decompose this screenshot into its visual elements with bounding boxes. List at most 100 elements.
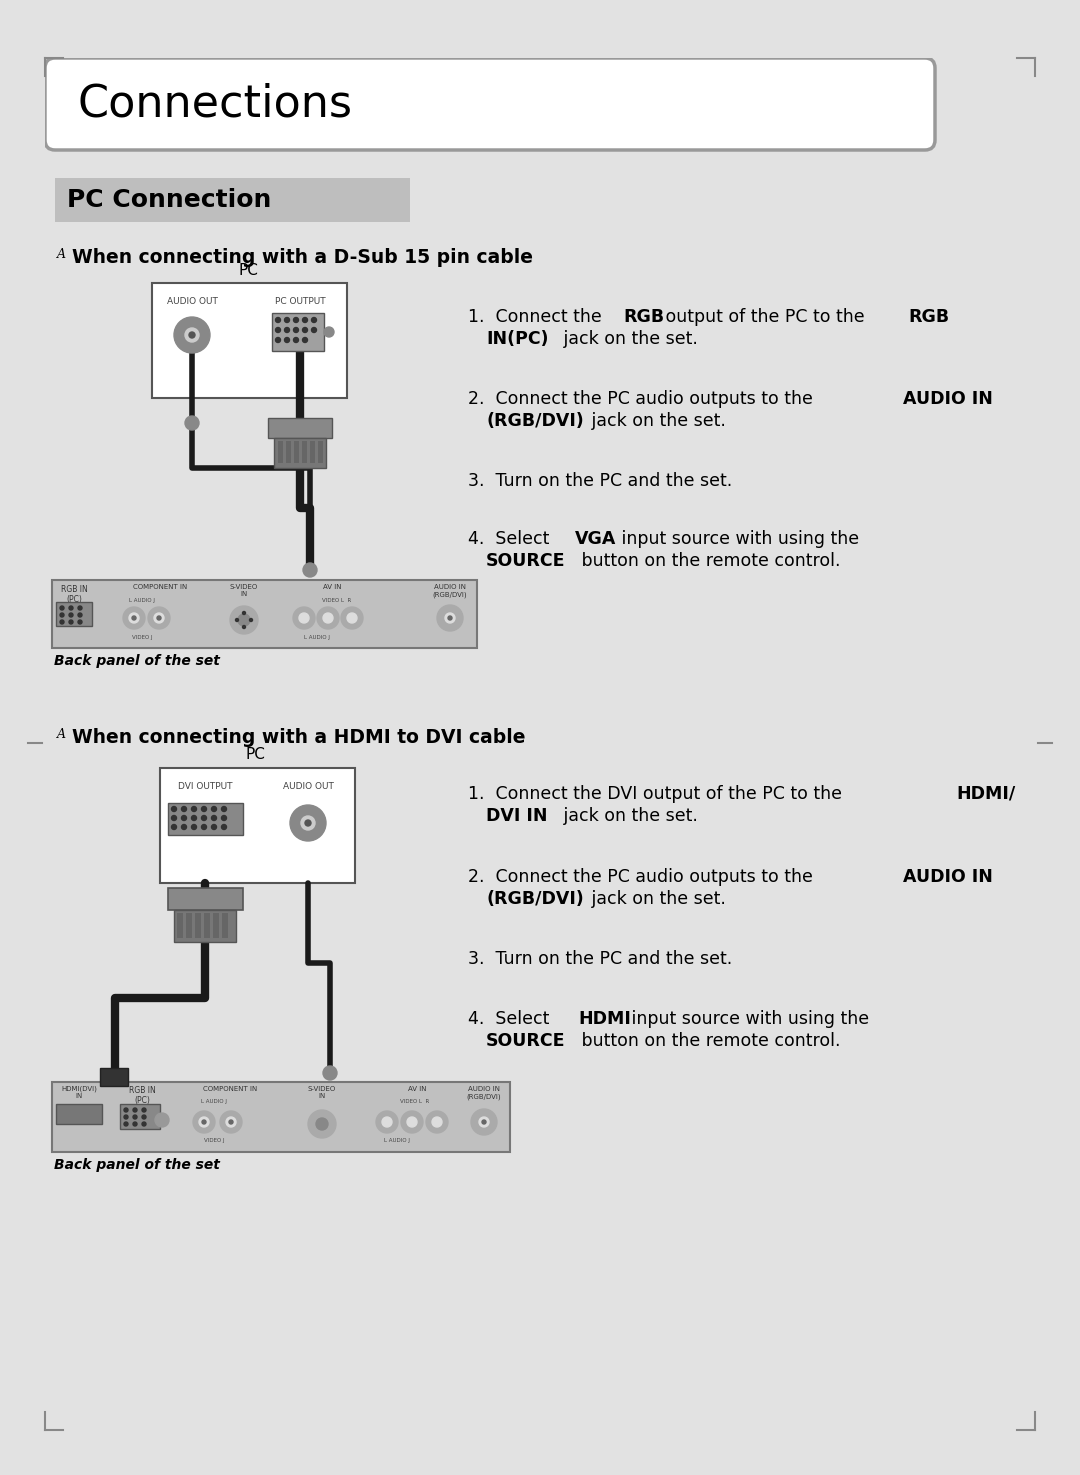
Circle shape: [437, 605, 463, 631]
Bar: [120, 1103, 160, 1128]
Bar: [278, 441, 283, 463]
Text: When connecting with a D-Sub 15 pin cable: When connecting with a D-Sub 15 pin cabl…: [72, 248, 534, 267]
Text: RGB IN
(PC): RGB IN (PC): [60, 586, 87, 605]
Circle shape: [284, 327, 289, 332]
Circle shape: [376, 1111, 399, 1133]
Text: Back panel of the set: Back panel of the set: [54, 653, 220, 668]
Circle shape: [133, 1108, 137, 1112]
Bar: [318, 441, 323, 463]
Circle shape: [124, 1122, 129, 1125]
Text: L AUDIO J: L AUDIO J: [201, 1099, 227, 1103]
Text: (RGB/DVI): (RGB/DVI): [486, 412, 584, 431]
Circle shape: [235, 618, 239, 621]
Circle shape: [221, 825, 227, 829]
Circle shape: [324, 327, 334, 336]
Text: AUDIO IN: AUDIO IN: [903, 867, 993, 886]
Circle shape: [199, 1117, 210, 1127]
Circle shape: [426, 1111, 448, 1133]
Text: 23: 23: [977, 1444, 1002, 1463]
Circle shape: [191, 816, 197, 820]
Circle shape: [480, 1117, 489, 1127]
Text: AUDIO OUT: AUDIO OUT: [283, 782, 334, 791]
Circle shape: [249, 618, 253, 621]
Circle shape: [243, 625, 245, 628]
Circle shape: [123, 608, 145, 628]
Text: 2.  Connect the PC audio outputs to the: 2. Connect the PC audio outputs to the: [468, 867, 819, 886]
Circle shape: [60, 606, 64, 611]
Text: COMPONENT IN: COMPONENT IN: [133, 584, 187, 590]
Bar: [310, 441, 315, 463]
Circle shape: [154, 614, 164, 622]
Bar: [274, 438, 326, 468]
Circle shape: [238, 614, 249, 625]
Text: 3.  Turn on the PC and the set.: 3. Turn on the PC and the set.: [468, 950, 732, 968]
Text: (RGB/DVI): (RGB/DVI): [486, 889, 584, 909]
Text: DVI IN: DVI IN: [486, 807, 548, 825]
Bar: [100, 1068, 129, 1086]
Circle shape: [316, 1118, 328, 1130]
Bar: [52, 580, 477, 648]
Circle shape: [212, 807, 216, 811]
Bar: [195, 913, 201, 938]
Text: L AUDIO J: L AUDIO J: [303, 636, 330, 640]
Circle shape: [191, 825, 197, 829]
Text: HDMI(DVI)
IN: HDMI(DVI) IN: [62, 1086, 97, 1099]
Bar: [0, 1429, 1080, 1475]
Text: L AUDIO J: L AUDIO J: [129, 597, 156, 603]
Circle shape: [226, 1117, 237, 1127]
Circle shape: [69, 606, 73, 611]
Text: 3.  Turn on the PC and the set.: 3. Turn on the PC and the set.: [468, 472, 732, 490]
Circle shape: [141, 1115, 146, 1120]
Text: PC: PC: [245, 746, 265, 763]
Text: jack on the set.: jack on the set.: [586, 889, 726, 909]
Circle shape: [382, 1117, 392, 1127]
Bar: [204, 913, 210, 938]
Bar: [272, 313, 324, 351]
Circle shape: [69, 614, 73, 617]
Text: S-VIDEO
IN: S-VIDEO IN: [230, 584, 258, 597]
Text: jack on the set.: jack on the set.: [586, 412, 726, 431]
Circle shape: [133, 1115, 137, 1120]
Text: COMPONENT IN: COMPONENT IN: [203, 1086, 257, 1092]
Text: output of the PC to the: output of the PC to the: [660, 308, 870, 326]
Circle shape: [212, 825, 216, 829]
Text: RGB: RGB: [623, 308, 664, 326]
Circle shape: [299, 614, 309, 622]
Circle shape: [230, 606, 258, 634]
Text: input source with using the: input source with using the: [626, 1010, 869, 1028]
Circle shape: [318, 608, 339, 628]
Circle shape: [148, 608, 170, 628]
Circle shape: [60, 620, 64, 624]
Circle shape: [185, 416, 199, 431]
Text: Connections: Connections: [77, 83, 352, 125]
Circle shape: [78, 620, 82, 624]
Circle shape: [174, 317, 210, 353]
Text: A: A: [57, 729, 66, 740]
Bar: [168, 888, 243, 910]
Circle shape: [347, 614, 357, 622]
Text: VIDEO L  R: VIDEO L R: [400, 1099, 429, 1103]
Text: AV IN: AV IN: [408, 1086, 427, 1092]
Bar: [55, 178, 410, 223]
Circle shape: [78, 614, 82, 617]
Circle shape: [482, 1120, 486, 1124]
Circle shape: [323, 614, 333, 622]
Circle shape: [448, 617, 453, 620]
Text: S-VIDEO
IN: S-VIDEO IN: [308, 1086, 336, 1099]
Circle shape: [311, 327, 316, 332]
Text: jack on the set.: jack on the set.: [558, 807, 698, 825]
Circle shape: [243, 612, 245, 615]
Circle shape: [60, 614, 64, 617]
Text: input source with using the: input source with using the: [616, 530, 859, 549]
Text: L AUDIO J: L AUDIO J: [384, 1139, 410, 1143]
Circle shape: [189, 332, 195, 338]
Circle shape: [132, 617, 136, 620]
Circle shape: [185, 327, 199, 342]
FancyBboxPatch shape: [45, 58, 935, 150]
Circle shape: [471, 1109, 497, 1134]
Text: RGB IN
(PC): RGB IN (PC): [129, 1086, 156, 1105]
Circle shape: [302, 327, 308, 332]
Bar: [302, 441, 307, 463]
Circle shape: [124, 1115, 129, 1120]
Circle shape: [220, 1111, 242, 1133]
